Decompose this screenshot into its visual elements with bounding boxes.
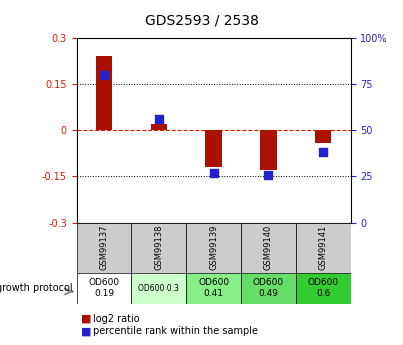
Bar <box>186 223 241 273</box>
Bar <box>131 223 186 273</box>
Bar <box>315 130 331 142</box>
Bar <box>77 273 131 304</box>
Bar <box>131 273 186 304</box>
Text: log2 ratio: log2 ratio <box>93 314 139 324</box>
Bar <box>77 223 131 273</box>
Bar <box>260 130 276 170</box>
Text: growth protocol: growth protocol <box>0 283 73 293</box>
Text: OD600
0.19: OD600 0.19 <box>88 278 120 298</box>
Bar <box>206 130 222 167</box>
Point <box>101 72 107 78</box>
Text: GSM99141: GSM99141 <box>319 225 328 270</box>
Text: OD600 0.3: OD600 0.3 <box>138 284 179 293</box>
Bar <box>241 223 296 273</box>
Text: GSM99140: GSM99140 <box>264 225 273 270</box>
Text: ■: ■ <box>81 326 91 336</box>
Point <box>210 170 217 176</box>
Bar <box>151 124 167 130</box>
Bar <box>96 57 112 130</box>
Bar <box>296 273 351 304</box>
Bar <box>186 273 241 304</box>
Text: ■: ■ <box>81 314 91 324</box>
Text: GSM99138: GSM99138 <box>154 225 163 270</box>
Text: percentile rank within the sample: percentile rank within the sample <box>93 326 258 336</box>
Bar <box>296 223 351 273</box>
Text: OD600
0.49: OD600 0.49 <box>253 278 284 298</box>
Text: GDS2593 / 2538: GDS2593 / 2538 <box>145 13 258 28</box>
Bar <box>241 273 296 304</box>
Point <box>156 116 162 122</box>
Text: GSM99137: GSM99137 <box>100 225 108 270</box>
Text: GSM99139: GSM99139 <box>209 225 218 270</box>
Point <box>265 172 272 177</box>
Text: OD600
0.41: OD600 0.41 <box>198 278 229 298</box>
Text: OD600
0.6: OD600 0.6 <box>307 278 339 298</box>
Point <box>320 150 326 155</box>
